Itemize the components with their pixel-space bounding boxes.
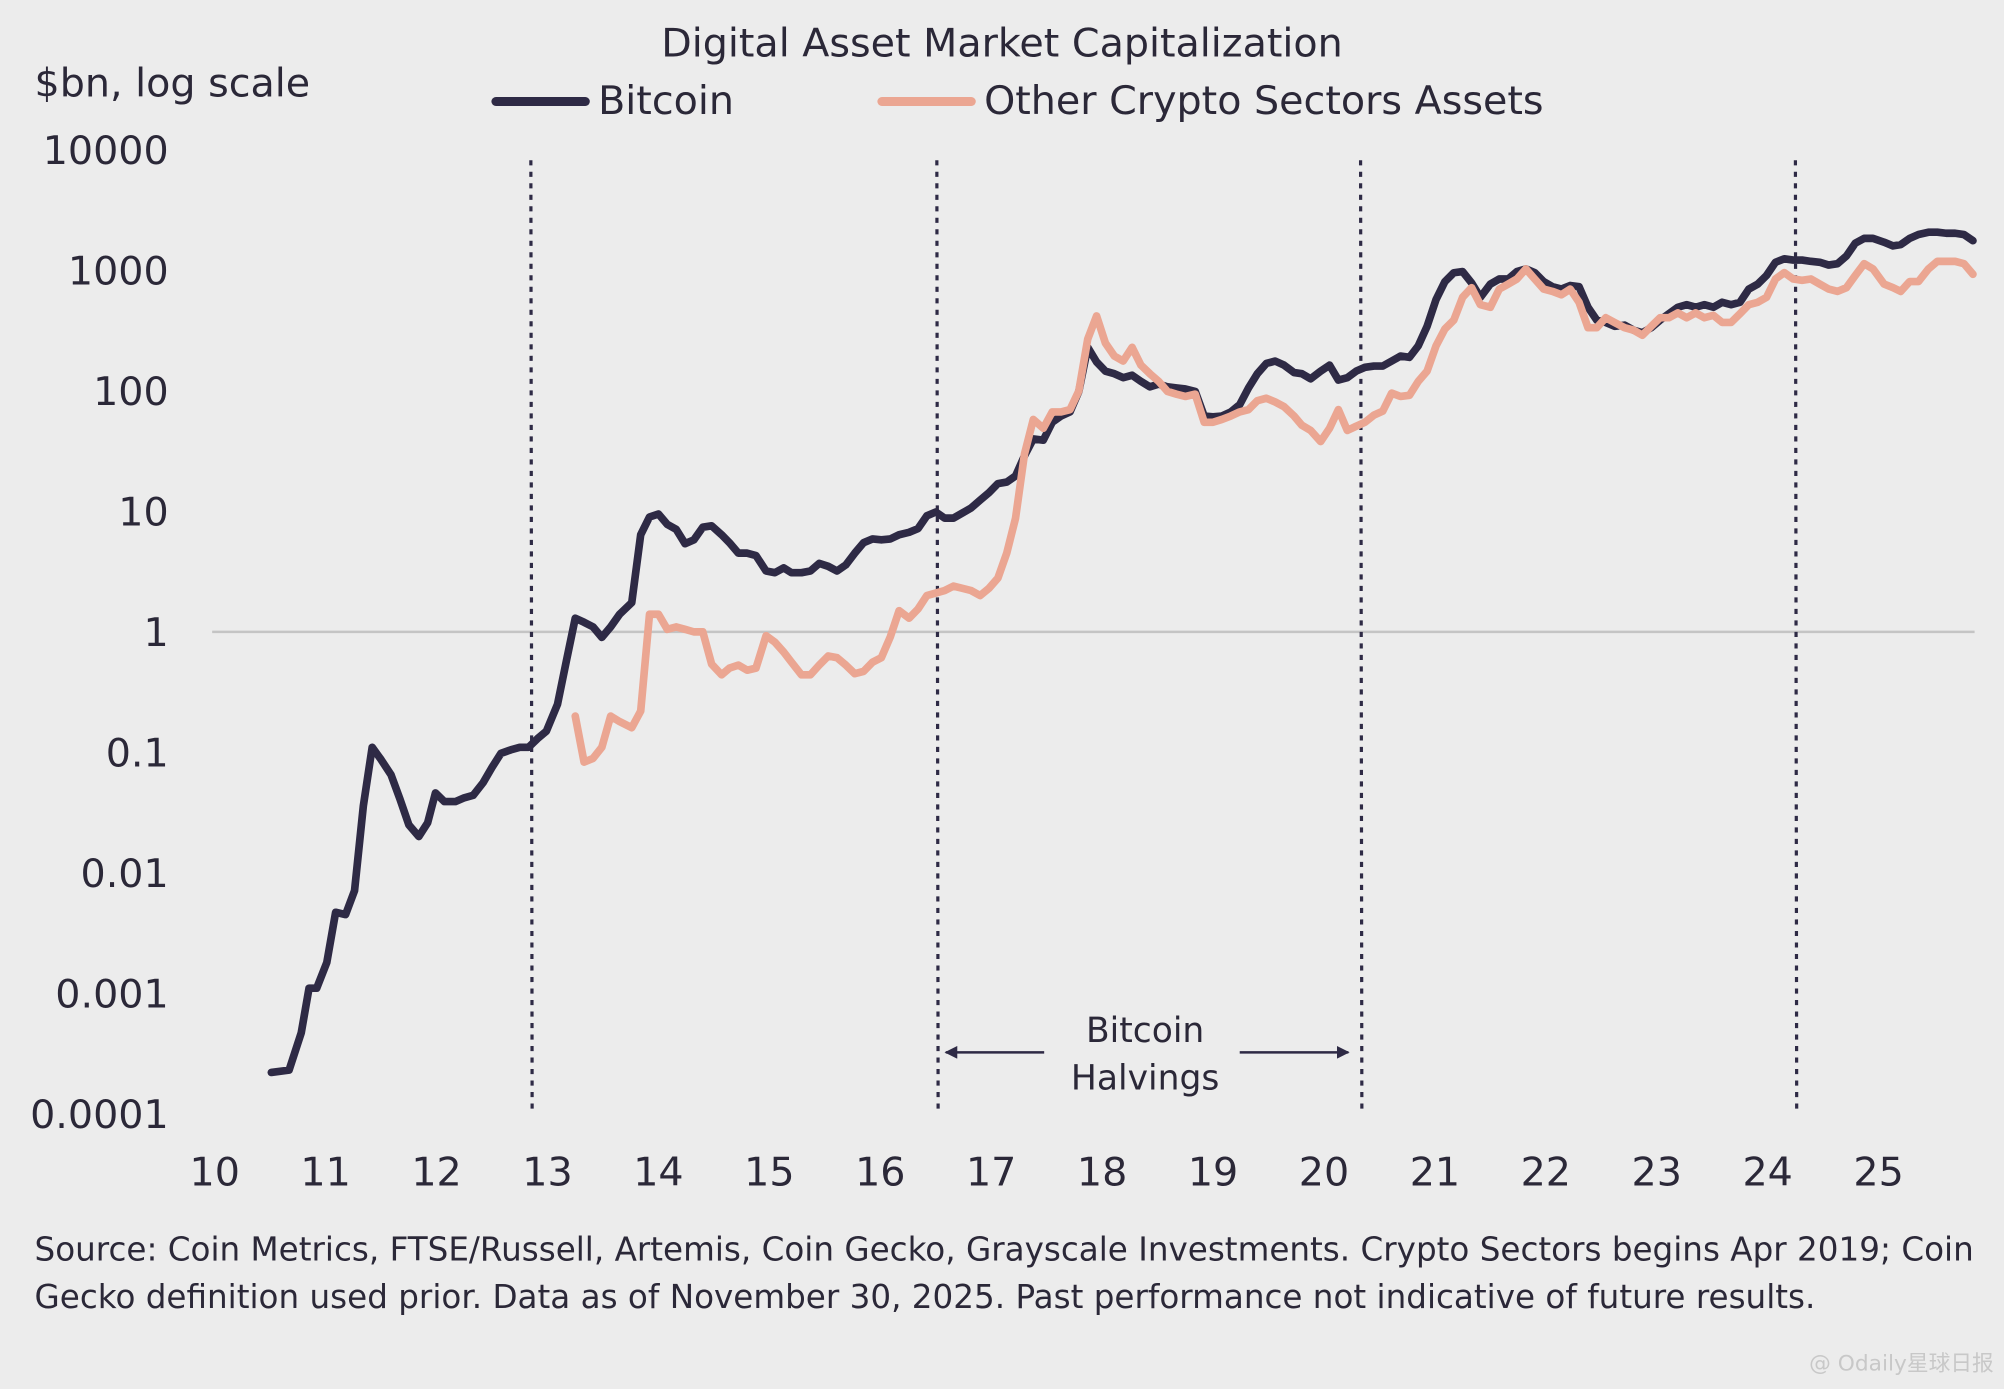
x-tick-label: 10: [190, 1149, 240, 1195]
x-tick-label: 18: [1077, 1149, 1127, 1195]
x-tick-label: 17: [966, 1149, 1016, 1195]
x-tick-label: 11: [300, 1149, 350, 1195]
y-tick-label: 100: [93, 369, 169, 415]
footnote: Source: Coin Metrics, FTSE/Russell, Arte…: [34, 1231, 1974, 1317]
y-axis-label: $bn, log scale: [35, 60, 311, 106]
x-tick-label: 24: [1742, 1149, 1792, 1195]
series-line: [571, 257, 1977, 766]
legend-label: Bitcoin: [598, 78, 734, 124]
series-line: [267, 228, 1977, 1077]
x-tick-label: 22: [1521, 1149, 1571, 1195]
halving-line: [1358, 160, 1364, 1113]
y-tick-label: 0.001: [55, 971, 168, 1017]
y-tick-label: 0.0001: [30, 1092, 169, 1138]
x-tick-label: 16: [855, 1149, 905, 1195]
halving-line: [529, 160, 534, 1113]
x-tick-label: 23: [1632, 1149, 1682, 1195]
x-tick-label: 20: [1299, 1149, 1349, 1195]
chart-title: Digital Asset Market Capitalization: [661, 21, 1342, 67]
x-tick-label: 12: [411, 1149, 461, 1195]
x-tick-label: 25: [1853, 1149, 1903, 1195]
annotation-box: Bitcoin Halvings: [1070, 1011, 1220, 1099]
halving-line: [1793, 160, 1799, 1113]
x-tick-label: 21: [1410, 1149, 1460, 1195]
y-tick-label: 1: [144, 610, 169, 656]
x-tick-label: 13: [522, 1149, 572, 1195]
x-tick-label: 15: [744, 1149, 794, 1195]
halving-line: [935, 160, 940, 1113]
x-tick-label: 14: [633, 1149, 683, 1195]
y-tick-label: 0.01: [81, 851, 169, 897]
y-tick-label: 1000: [68, 249, 169, 295]
x-tick-label: 19: [1188, 1149, 1238, 1195]
y-tick-label: 10: [118, 489, 168, 535]
annotation: Bitcoin Halvings: [1070, 1011, 1220, 1099]
y-tick-label: 10000: [43, 128, 169, 174]
y-tick-label: 0.1: [106, 730, 169, 776]
watermark: @ Odaily星球日报: [1809, 1352, 1994, 1377]
footnote-box: Source: Coin Metrics, FTSE/Russell, Arte…: [34, 1231, 1974, 1317]
legend-label: Other Crypto Sectors Assets: [984, 78, 1543, 124]
